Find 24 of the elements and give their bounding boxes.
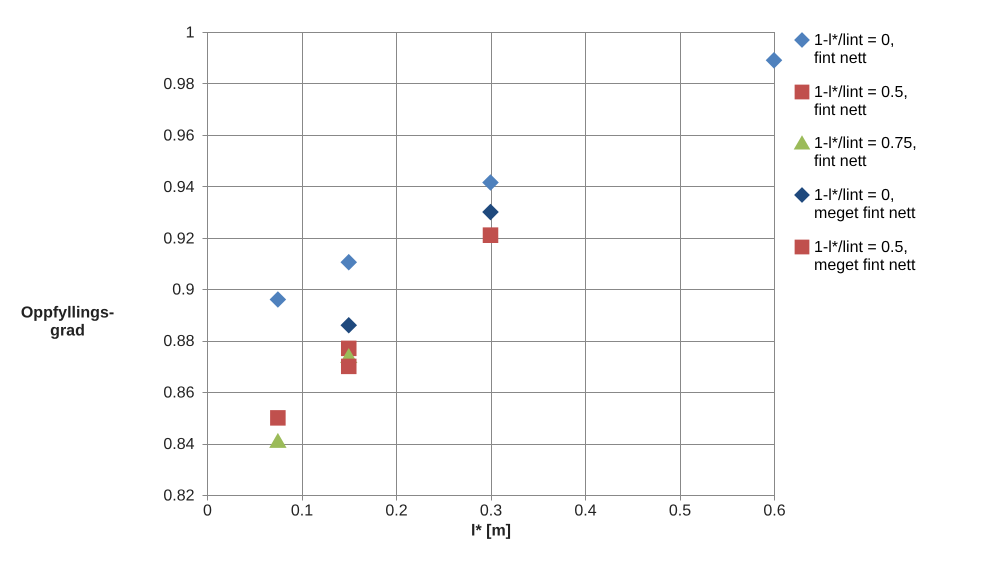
legend-label: 1-l*/lint = 0, meget fint nett <box>814 187 916 222</box>
x-tick-label: 0.6 <box>763 502 786 520</box>
x-tick-label: 0.2 <box>385 502 408 520</box>
y-tick-label: 0.84 <box>163 436 195 454</box>
x-axis-title: l* [m] <box>471 522 511 540</box>
legend-label: 1-l*/lint = 0.5, fint nett <box>814 84 908 119</box>
y-tick-label: 0.96 <box>163 127 195 144</box>
x-tick-label: 0 <box>203 502 212 520</box>
legend-label: 1-l*/lint = 0.5, meget fint nett <box>814 239 916 274</box>
x-tick-label: 0.1 <box>290 502 314 520</box>
x-tick-label: 0.5 <box>668 502 692 520</box>
y-axis-title: Oppfyllings- grad <box>20 304 114 340</box>
y-tick-label: 0.94 <box>163 178 195 196</box>
y-tick-label: 0.9 <box>172 282 195 299</box>
y-tick-label: 0.82 <box>163 488 195 504</box>
x-tick-label: 0.3 <box>480 502 502 520</box>
legend-label: 1-l*/lint = 0, fint nett <box>814 32 894 67</box>
legend-label: 1-l*/lint = 0.75, fint nett <box>814 135 917 170</box>
y-tick-label: 1 <box>186 24 195 42</box>
y-tick-label: 0.88 <box>163 333 195 350</box>
y-tick-label: 0.86 <box>163 384 195 402</box>
y-tick-label: 0.92 <box>163 230 195 248</box>
y-tick-label: 0.98 <box>163 76 195 93</box>
x-tick-label: 0.4 <box>574 502 597 520</box>
